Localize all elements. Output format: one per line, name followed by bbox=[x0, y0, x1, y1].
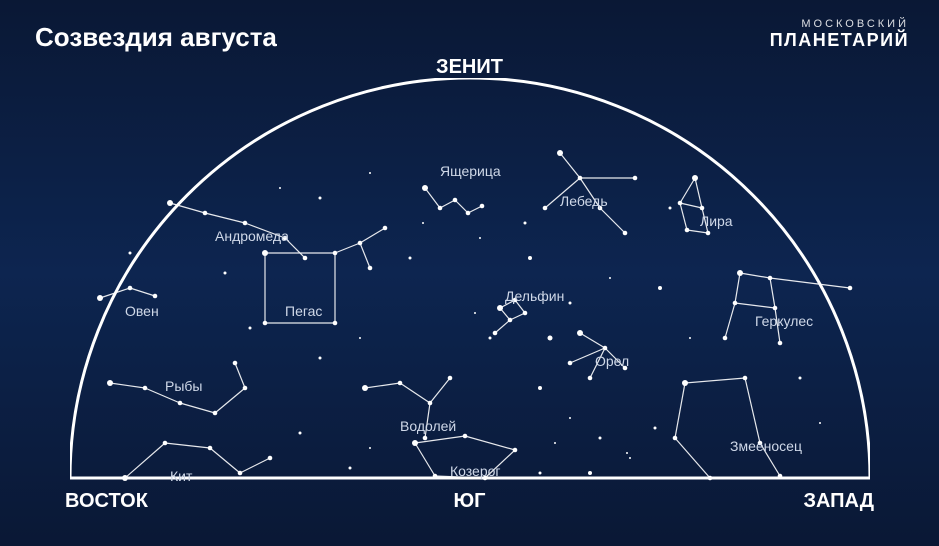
constellation-label: Змееносец bbox=[730, 438, 802, 454]
logo-line2: ПЛАНЕТАРИЙ bbox=[770, 30, 909, 51]
constellation-label: Геркулес bbox=[755, 313, 813, 329]
constellation-label: Лира bbox=[700, 213, 733, 229]
constellation-label: Ящерица bbox=[440, 163, 501, 179]
constellation-label: Кит bbox=[170, 468, 192, 484]
constellation-label: Козерог bbox=[450, 463, 501, 479]
constellation-label: Овен bbox=[125, 303, 159, 319]
cardinal-south: ЮГ bbox=[0, 490, 939, 513]
constellation-label: Андромеда bbox=[215, 228, 289, 244]
constellation-label: Дельфин bbox=[505, 288, 564, 304]
constellation-label: Лебедь bbox=[560, 193, 608, 209]
cardinal-west: ЗАПАД bbox=[803, 490, 874, 513]
constellation-label: Орел bbox=[595, 353, 629, 369]
logo-line1: МОСКОВСКИЙ bbox=[770, 18, 909, 30]
logo: МОСКОВСКИЙ ПЛАНЕТАРИЙ bbox=[770, 18, 909, 51]
cardinal-zenith: ЗЕНИТ bbox=[0, 56, 939, 79]
constellation-label: Рыбы bbox=[165, 378, 202, 394]
constellation-label: Водолей bbox=[400, 418, 456, 434]
sky-chart: Ящерица Лебедь Лира Андромеда Овен Пегас Дельф… bbox=[70, 78, 870, 498]
sky-dome-svg bbox=[70, 78, 870, 498]
constellation-label: Пегас bbox=[285, 303, 322, 319]
chart-title: Созвездия августа bbox=[35, 22, 277, 53]
